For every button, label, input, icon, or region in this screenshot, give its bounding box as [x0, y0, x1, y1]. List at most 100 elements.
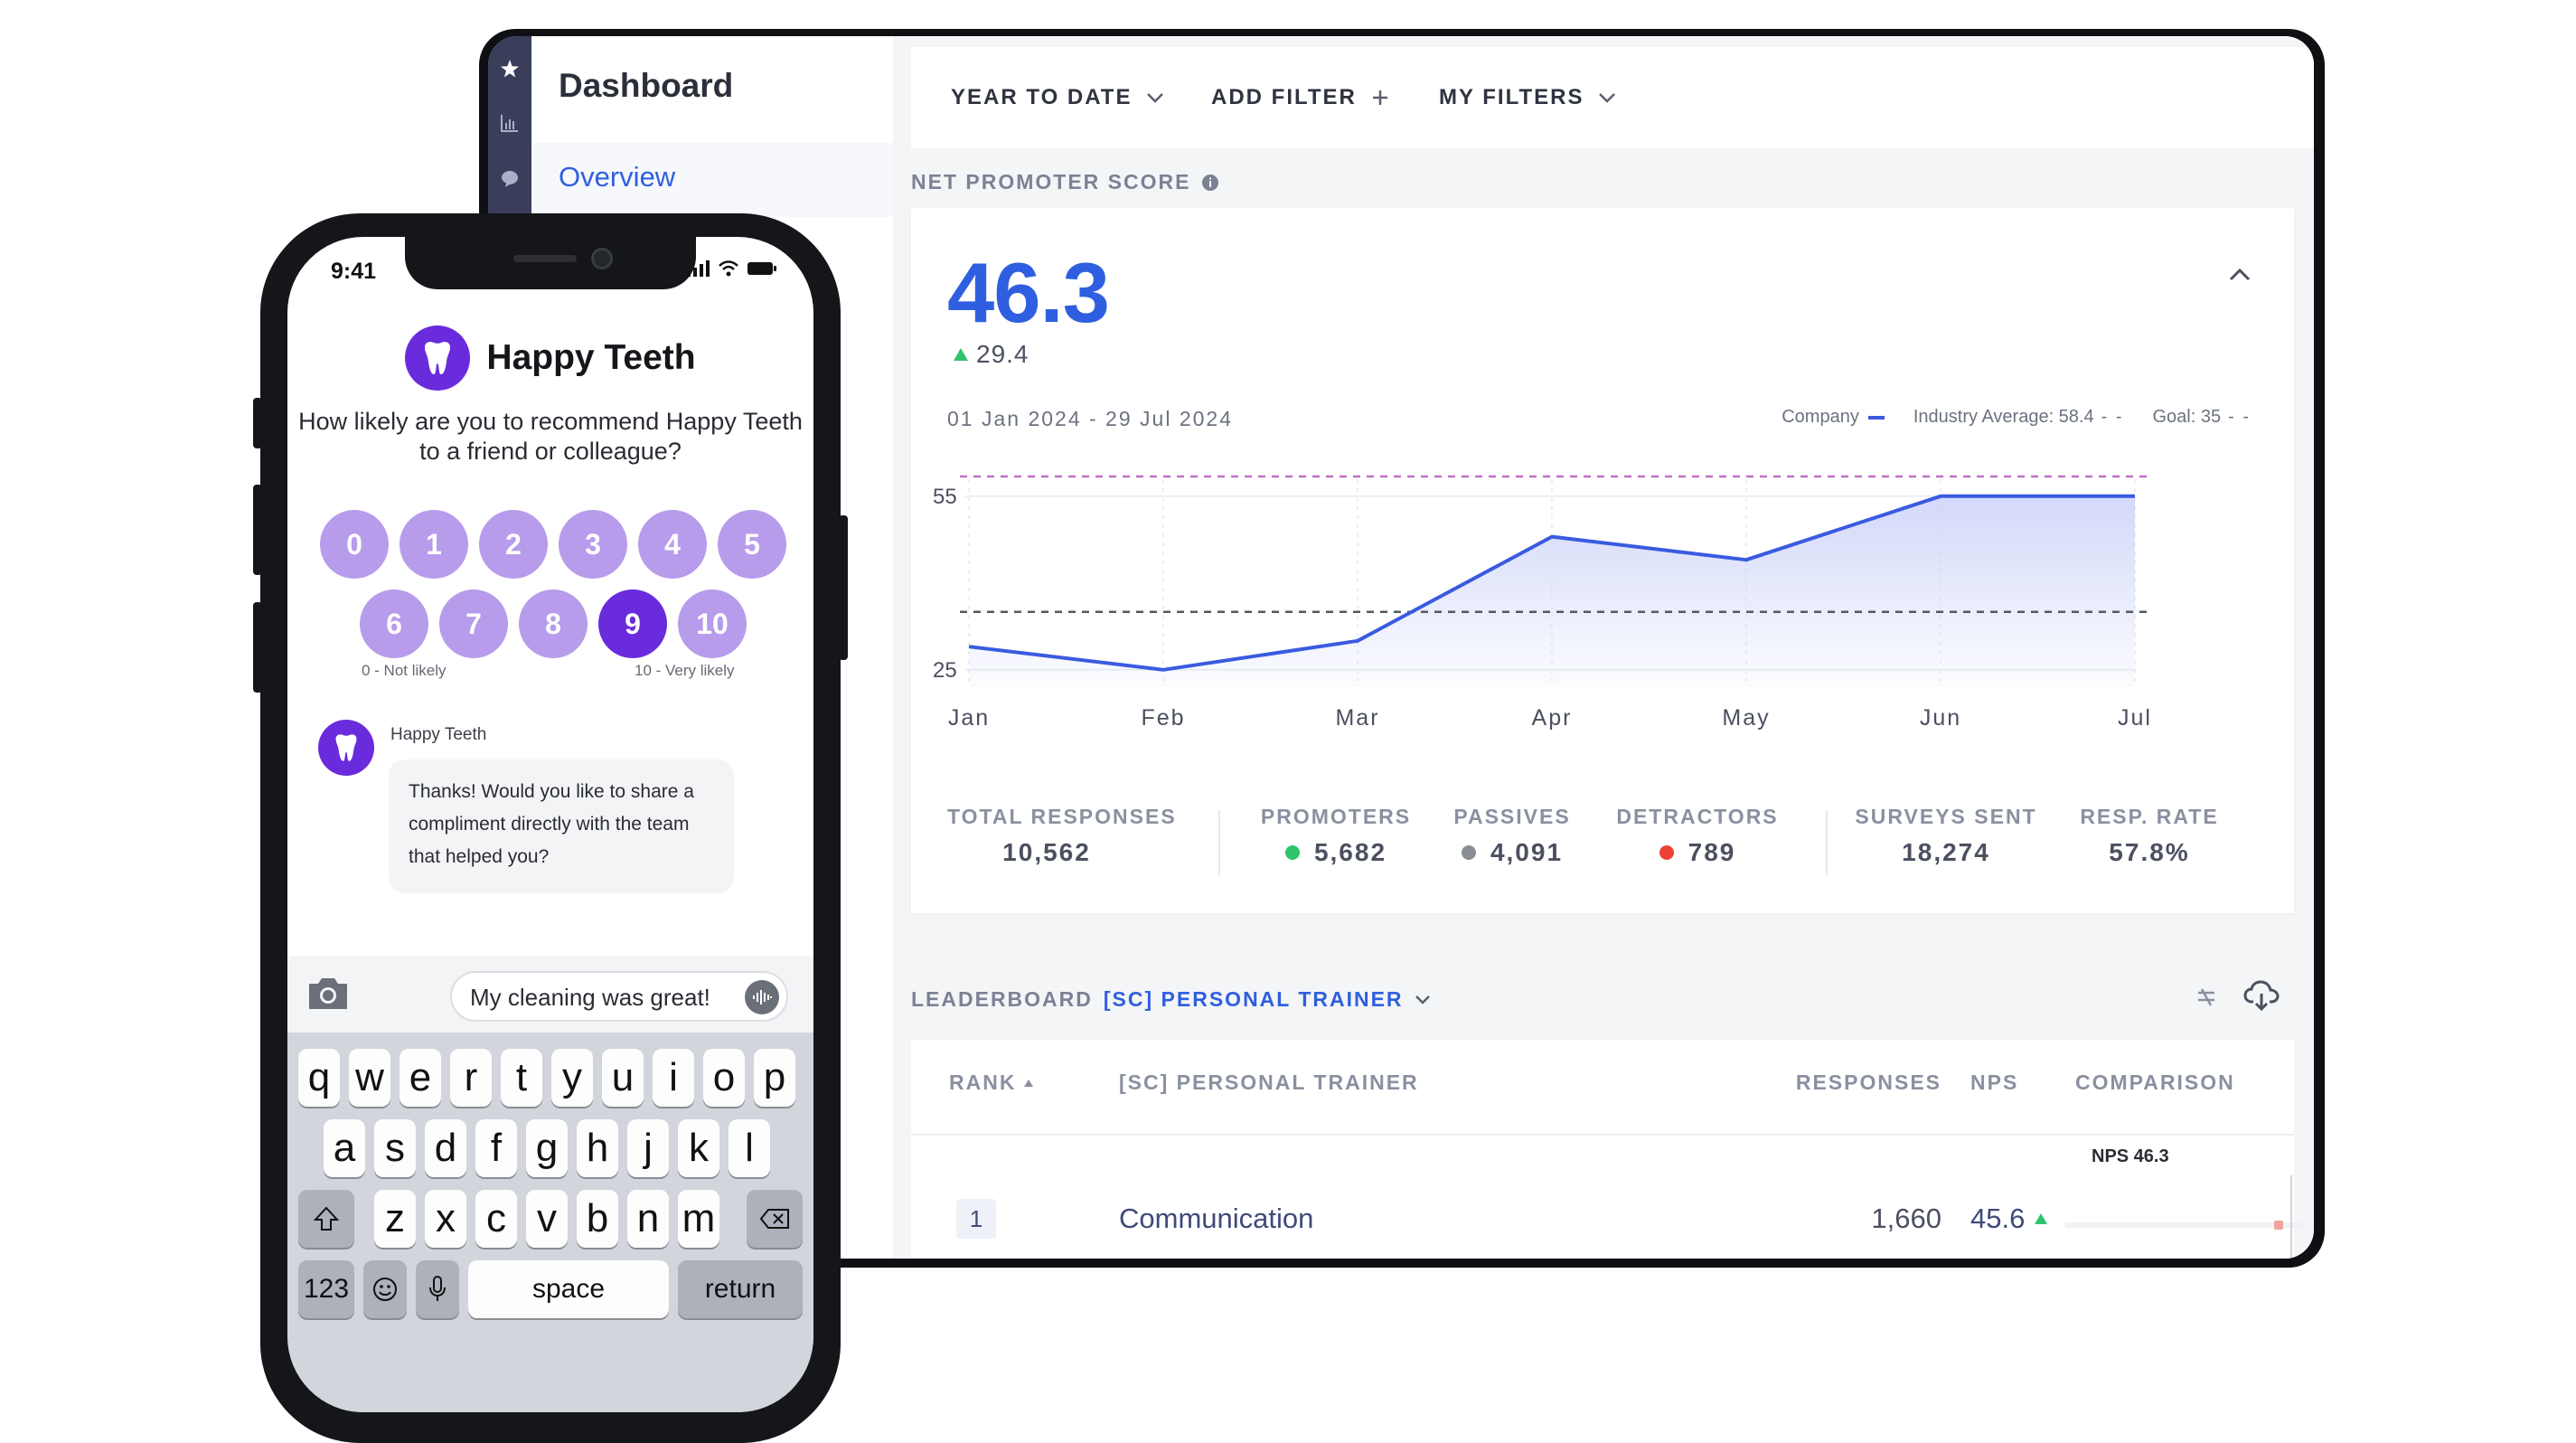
shift-key[interactable] [298, 1190, 354, 1248]
score-option[interactable]: 7 [439, 589, 508, 658]
dictation-key[interactable] [416, 1260, 459, 1318]
key[interactable]: w [349, 1049, 390, 1107]
backspace-key[interactable] [747, 1190, 803, 1248]
x-tick-label: Mar [1335, 705, 1379, 731]
column-header-name[interactable]: [SC] PERSONAL TRAINER [1119, 1070, 1419, 1095]
x-tick-label: Feb [1141, 705, 1185, 731]
key[interactable]: k [678, 1119, 719, 1177]
legend-company: Company [1782, 407, 1885, 428]
key[interactable]: i [653, 1049, 694, 1107]
score-option[interactable]: 6 [360, 589, 428, 658]
score-option[interactable]: 9 [598, 589, 667, 658]
key[interactable]: p [754, 1049, 795, 1107]
score-option[interactable]: 2 [479, 510, 548, 579]
stat-value: 4,091 [1490, 838, 1563, 867]
stat-label: SURVEYS SENT [1851, 805, 2041, 829]
key[interactable]: d [425, 1119, 466, 1177]
score-option[interactable]: 0 [320, 510, 389, 579]
table-row[interactable]: NPS 46.3 1 Communication 1,660 45.6 [911, 1134, 2294, 1259]
score-option[interactable]: 1 [400, 510, 468, 579]
key[interactable]: u [602, 1049, 644, 1107]
key[interactable]: j [627, 1119, 669, 1177]
front-camera [591, 248, 613, 269]
column-header-nps[interactable]: NPS [1970, 1070, 2018, 1095]
wifi-icon [718, 260, 739, 277]
nav-overview-label[interactable]: Overview [559, 161, 675, 193]
voice-input-icon[interactable] [745, 980, 779, 1014]
bot-avatar-icon [318, 720, 374, 776]
stat-label: PASSIVES [1444, 805, 1580, 829]
key[interactable]: h [577, 1119, 618, 1177]
info-icon[interactable] [1201, 174, 1219, 192]
comparison-bar-track [2064, 1222, 2308, 1228]
key[interactable]: y [551, 1049, 593, 1107]
key[interactable]: x [425, 1190, 466, 1248]
collapse-button[interactable] [2222, 257, 2258, 293]
score-option[interactable]: 3 [559, 510, 627, 579]
key[interactable]: n [627, 1190, 669, 1248]
period-dropdown[interactable]: YEAR TO DATE [951, 47, 1164, 148]
key[interactable]: l [729, 1119, 770, 1177]
key[interactable]: o [703, 1049, 745, 1107]
stat-promoters: PROMOTERS 5,682 [1255, 805, 1417, 867]
date-range: 01 Jan 2024 - 29 Jul 2024 [947, 407, 1233, 431]
key[interactable]: r [450, 1049, 492, 1107]
emoji-key[interactable] [363, 1260, 407, 1318]
unpin-icon[interactable] [2193, 984, 2220, 1011]
cloud-download-icon[interactable] [2243, 978, 2280, 1013]
key[interactable]: g [526, 1119, 568, 1177]
key[interactable]: t [501, 1049, 542, 1107]
add-filter-button[interactable]: ADD FILTER [1211, 47, 1389, 148]
score-option[interactable]: 4 [638, 510, 707, 579]
key[interactable]: q [298, 1049, 340, 1107]
filter-toolbar: YEAR TO DATE ADD FILTER MY FILTERS [911, 47, 2314, 148]
onscreen-keyboard: q w e r t y u i o p a s d f g h j k l z … [287, 1033, 813, 1412]
numbers-key[interactable]: 123 [298, 1260, 354, 1318]
space-key[interactable]: space [468, 1260, 669, 1318]
key[interactable]: z [374, 1190, 416, 1248]
key[interactable]: m [678, 1190, 719, 1248]
message-input-text: My cleaning was great! [470, 984, 710, 1011]
logo-star-icon[interactable] [497, 56, 522, 81]
x-tick-label: May [1722, 705, 1770, 731]
column-header-comparison[interactable]: COMPARISON [2075, 1070, 2235, 1095]
return-key[interactable]: return [678, 1260, 803, 1318]
camera-icon[interactable] [306, 975, 351, 1013]
my-filters-dropdown[interactable]: MY FILTERS [1439, 47, 1616, 148]
key[interactable]: v [526, 1190, 568, 1248]
stat-value: 18,274 [1851, 838, 2041, 867]
legend-goal-label: Goal: 35 [2153, 407, 2222, 428]
nav-item-overview[interactable]: Overview [531, 143, 893, 217]
row-nps: 45.6 [1970, 1202, 2048, 1235]
stat-passives: PASSIVES 4,091 [1444, 805, 1580, 867]
chevron-down-icon [1415, 995, 1431, 1005]
key[interactable]: c [475, 1190, 517, 1248]
plus-icon [1371, 89, 1389, 107]
chat-bubble-icon[interactable] [497, 166, 522, 192]
page-title: Dashboard [559, 67, 733, 105]
key[interactable]: b [577, 1190, 618, 1248]
score-option[interactable]: 8 [519, 589, 588, 658]
legend-company-swatch [1868, 416, 1885, 420]
key[interactable]: a [324, 1119, 365, 1177]
score-option[interactable]: 10 [678, 589, 747, 658]
stat-value: 5,682 [1314, 838, 1387, 867]
leaderboard-group-dropdown[interactable]: [SC] PERSONAL TRAINER [1104, 987, 1431, 1012]
score-option[interactable]: 5 [718, 510, 786, 579]
key[interactable]: s [374, 1119, 416, 1177]
column-header-rank[interactable]: RANK [949, 1070, 1034, 1095]
key[interactable]: e [400, 1049, 441, 1107]
message-input[interactable]: My cleaning was great! [450, 971, 788, 1022]
row-name[interactable]: Communication [1119, 1202, 1313, 1235]
phone-volume-up [253, 485, 262, 575]
key[interactable]: f [475, 1119, 517, 1177]
stat-value-row: 789 [1616, 838, 1779, 867]
phone-power-button [839, 515, 848, 660]
nps-section-label: NET PROMOTER SCORE [911, 170, 1219, 194]
legend-industry-label: Industry Average: 58.4 [1913, 407, 2094, 428]
bar-chart-icon[interactable] [497, 110, 522, 136]
column-header-responses[interactable]: RESPONSES [1725, 1070, 1941, 1095]
phone-screen: 9:41 Happy Teeth How likely are you to r… [287, 237, 813, 1412]
row-nps-value: 45.6 [1970, 1202, 2025, 1235]
brand-name: Happy Teeth [486, 338, 695, 378]
